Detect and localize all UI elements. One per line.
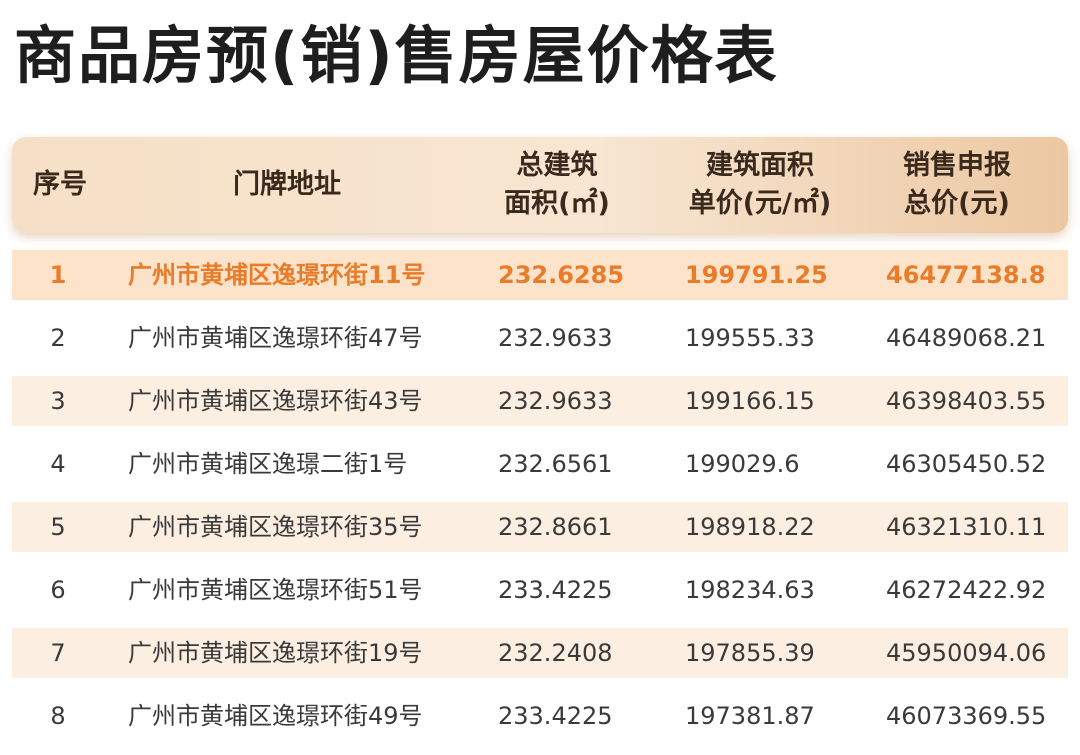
cell-seq: 6 (50, 576, 66, 604)
cell-seq: 2 (50, 324, 66, 352)
cell-seq: 4 (50, 450, 66, 478)
cell-total-price: 46305450.52 (886, 450, 1047, 478)
cell-seq: 5 (50, 513, 66, 541)
cell-total-price: 46321310.11 (886, 513, 1047, 541)
cell-unit-price: 198234.63 (685, 576, 815, 604)
cell-area: 232.6561 (498, 450, 613, 478)
cell-area: 233.4225 (498, 576, 613, 604)
table-row: 6 广州市黄埔区逸璟环街51号 233.4225 198234.63 46272… (12, 565, 1068, 615)
table-row: 2 广州市黄埔区逸璟环街47号 232.9633 199555.33 46489… (12, 313, 1068, 363)
table-row: 8 广州市黄埔区逸璟环街49号 233.4225 197381.87 46073… (12, 691, 1068, 741)
cell-total-price: 45950094.06 (886, 639, 1047, 667)
cell-address: 广州市黄埔区逸璟环街11号 (128, 261, 426, 289)
cell-unit-price: 197855.39 (685, 639, 815, 667)
cell-address: 广州市黄埔区逸璟环街47号 (128, 324, 423, 352)
cell-area: 232.9633 (498, 324, 613, 352)
header-area: 总建筑 面积(㎡) (504, 150, 610, 219)
cell-unit-price: 197381.87 (685, 702, 815, 730)
cell-total-price: 46398403.55 (886, 387, 1047, 415)
cell-seq: 8 (50, 702, 66, 730)
table-row: 7 广州市黄埔区逸璟环街19号 232.2408 197855.39 45950… (12, 628, 1068, 678)
header-total-price: 销售申报 总价(元) (903, 150, 1011, 219)
cell-total-price: 46489068.21 (886, 324, 1047, 352)
table-row: 5 广州市黄埔区逸璟环街35号 232.8661 198918.22 46321… (12, 502, 1068, 552)
cell-seq: 1 (49, 261, 67, 289)
page-title: 商品房预(销)售房屋价格表 (14, 19, 779, 92)
cell-unit-price: 199791.25 (685, 261, 828, 289)
cell-address: 广州市黄埔区逸璟环街35号 (128, 513, 423, 541)
table-row: 4 广州市黄埔区逸璟二街1号 232.6561 199029.6 4630545… (12, 439, 1068, 489)
cell-area: 232.8661 (498, 513, 613, 541)
cell-address: 广州市黄埔区逸璟二街1号 (128, 450, 408, 478)
header-address: 门牌地址 (233, 169, 341, 200)
cell-seq: 3 (50, 387, 66, 415)
cell-address: 广州市黄埔区逸璟环街51号 (128, 576, 423, 604)
cell-address: 广州市黄埔区逸璟环街49号 (128, 702, 423, 730)
cell-area: 233.4225 (498, 702, 613, 730)
header-unit-price: 建筑面积 单价(元/㎡) (688, 150, 832, 219)
cell-unit-price: 199166.15 (685, 387, 815, 415)
cell-total-price: 46073369.55 (886, 702, 1047, 730)
table-header: 序号 门牌地址 总建筑 面积(㎡) 建筑面积 单价(元/㎡) 销售申报 总价(元… (12, 137, 1068, 233)
cell-seq: 7 (50, 639, 66, 667)
cell-unit-price: 199029.6 (685, 450, 800, 478)
cell-unit-price: 199555.33 (685, 324, 815, 352)
table-row: 1 广州市黄埔区逸璟环街11号 232.6285 199791.25 46477… (12, 250, 1068, 300)
cell-total-price: 46477138.8 (886, 261, 1046, 289)
cell-total-price: 46272422.92 (886, 576, 1047, 604)
header-seq: 序号 (33, 169, 87, 200)
cell-address: 广州市黄埔区逸璟环街19号 (128, 639, 423, 667)
table-row: 3 广州市黄埔区逸璟环街43号 232.9633 199166.15 46398… (12, 376, 1068, 426)
cell-address: 广州市黄埔区逸璟环街43号 (128, 387, 423, 415)
cell-area: 232.6285 (498, 261, 625, 289)
cell-unit-price: 198918.22 (685, 513, 815, 541)
cell-area: 232.9633 (498, 387, 613, 415)
cell-area: 232.2408 (498, 639, 613, 667)
